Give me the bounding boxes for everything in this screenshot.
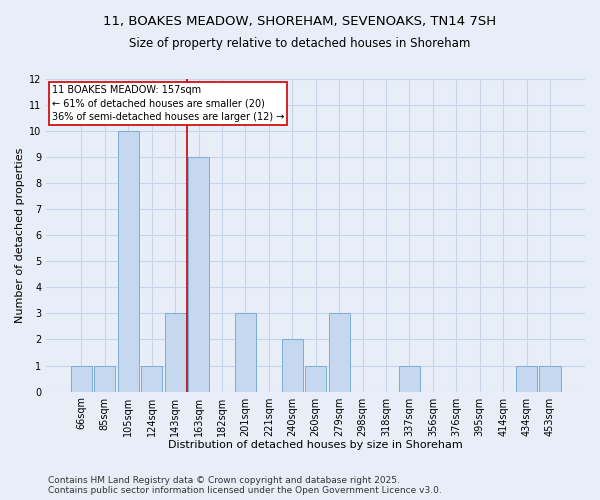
- Bar: [329, 314, 350, 392]
- Bar: [164, 314, 185, 392]
- Bar: [71, 366, 92, 392]
- Bar: [282, 340, 303, 392]
- Bar: [305, 366, 326, 392]
- Bar: [235, 314, 256, 392]
- Text: Size of property relative to detached houses in Shoreham: Size of property relative to detached ho…: [130, 38, 470, 51]
- Bar: [539, 366, 560, 392]
- Text: Contains HM Land Registry data © Crown copyright and database right 2025.
Contai: Contains HM Land Registry data © Crown c…: [48, 476, 442, 495]
- Text: 11, BOAKES MEADOW, SHOREHAM, SEVENOAKS, TN14 7SH: 11, BOAKES MEADOW, SHOREHAM, SEVENOAKS, …: [103, 15, 497, 28]
- Bar: [188, 157, 209, 392]
- Y-axis label: Number of detached properties: Number of detached properties: [15, 148, 25, 323]
- Bar: [118, 131, 139, 392]
- X-axis label: Distribution of detached houses by size in Shoreham: Distribution of detached houses by size …: [169, 440, 463, 450]
- Bar: [141, 366, 162, 392]
- Bar: [94, 366, 115, 392]
- Bar: [516, 366, 537, 392]
- Text: 11 BOAKES MEADOW: 157sqm
← 61% of detached houses are smaller (20)
36% of semi-d: 11 BOAKES MEADOW: 157sqm ← 61% of detach…: [52, 86, 284, 122]
- Bar: [399, 366, 420, 392]
